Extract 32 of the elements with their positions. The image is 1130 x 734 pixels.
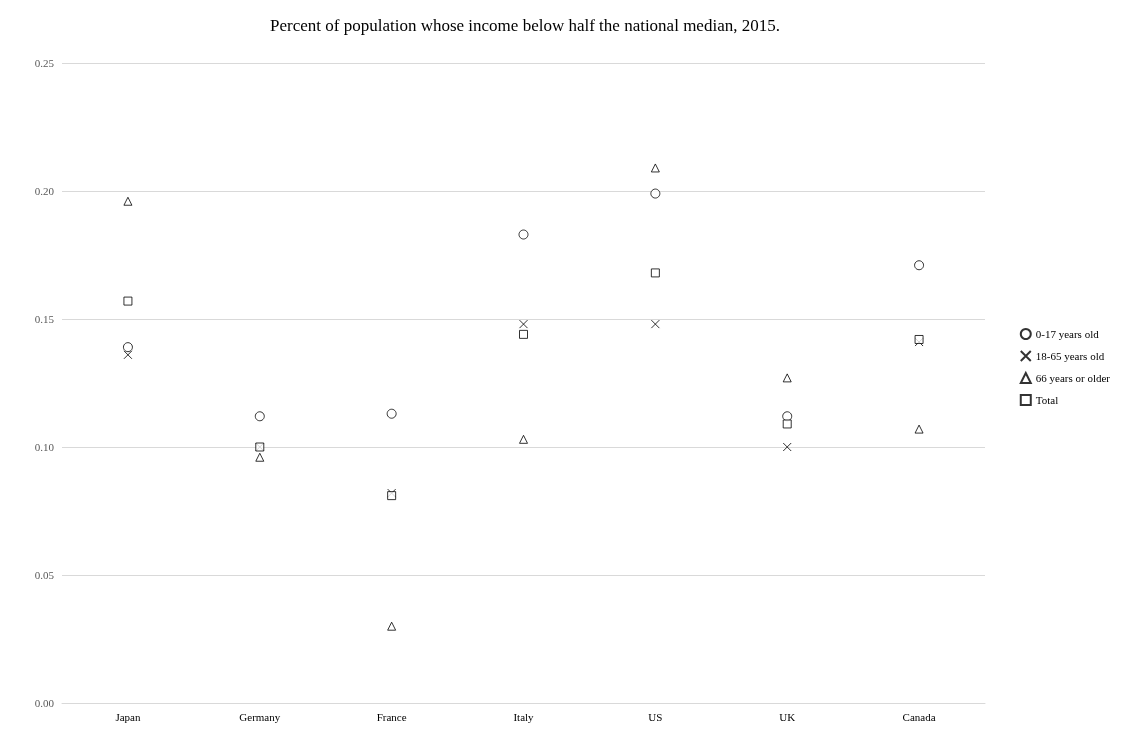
point — [650, 319, 660, 329]
point — [519, 329, 528, 339]
x-tick-label: US — [648, 710, 663, 723]
x-tick-label: Canada — [902, 710, 936, 723]
y-tick-label: 0.25 — [34, 57, 55, 69]
point — [650, 188, 661, 199]
y-tick-label: 0.05 — [34, 569, 55, 581]
legend-label: 0-17 years old — [1035, 328, 1100, 340]
y-tick-label: 0.00 — [34, 697, 55, 709]
point — [123, 350, 133, 360]
x-tick-label: Germany — [239, 710, 281, 723]
x-tick-label: France — [376, 710, 407, 723]
x-tick-label: Italy — [513, 710, 535, 723]
y-tick-label: 0.10 — [34, 441, 55, 453]
point — [650, 268, 660, 278]
legend-label: Total — [1035, 394, 1059, 406]
y-tick-label: 0.15 — [34, 313, 55, 325]
point — [122, 342, 133, 353]
point — [914, 260, 925, 271]
point — [519, 319, 528, 329]
point — [123, 296, 133, 306]
point — [782, 419, 792, 429]
x-tick-label: Japan — [115, 710, 141, 723]
legend-label: 18-65 years old — [1035, 350, 1105, 362]
point — [254, 411, 265, 422]
legend-label: 66 years or older — [1035, 372, 1111, 384]
y-tick-label: 0.20 — [34, 185, 55, 197]
point — [782, 442, 792, 452]
x-tick-label: UK — [779, 710, 796, 723]
point — [386, 408, 397, 419]
chart-title: Percent of population whose income below half the national median, 2015. — [270, 16, 780, 35]
point — [518, 229, 529, 240]
